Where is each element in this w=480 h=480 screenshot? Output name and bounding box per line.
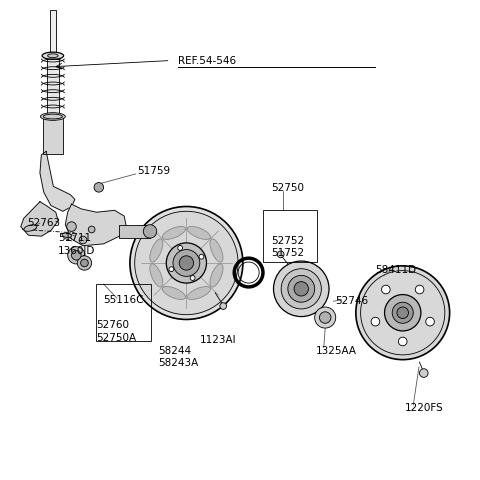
Circle shape: [135, 211, 238, 315]
Circle shape: [371, 317, 380, 326]
Circle shape: [166, 243, 206, 283]
Circle shape: [77, 256, 92, 270]
Text: 52752: 52752: [271, 236, 304, 246]
Circle shape: [67, 222, 76, 231]
Ellipse shape: [62, 233, 72, 238]
Text: 51711: 51711: [58, 233, 91, 242]
Bar: [96, 284, 152, 340]
Ellipse shape: [42, 52, 64, 60]
Ellipse shape: [48, 54, 58, 58]
Text: 52750: 52750: [271, 183, 304, 193]
Circle shape: [415, 285, 424, 294]
Text: 51759: 51759: [137, 166, 170, 176]
Polygon shape: [21, 202, 58, 236]
Ellipse shape: [150, 239, 163, 262]
Circle shape: [274, 261, 329, 317]
Text: 1325AA: 1325AA: [316, 346, 357, 356]
Text: 58244: 58244: [158, 346, 192, 356]
Text: 58411D: 58411D: [375, 264, 416, 275]
Circle shape: [315, 307, 336, 328]
Circle shape: [384, 295, 421, 331]
Circle shape: [356, 266, 450, 360]
Circle shape: [420, 369, 428, 377]
Bar: [50, 10, 56, 58]
Circle shape: [382, 285, 390, 294]
Ellipse shape: [162, 227, 186, 240]
Circle shape: [220, 303, 227, 310]
Polygon shape: [40, 152, 75, 211]
Bar: [120, 225, 151, 238]
Bar: [263, 210, 317, 262]
Circle shape: [130, 206, 243, 320]
Ellipse shape: [187, 227, 211, 240]
Circle shape: [173, 250, 200, 276]
Circle shape: [178, 246, 182, 251]
Text: 58243A: 58243A: [158, 359, 199, 369]
Text: 52750A: 52750A: [96, 333, 136, 343]
Circle shape: [72, 251, 81, 260]
Bar: [43, 117, 63, 154]
Text: 52763: 52763: [27, 218, 60, 228]
Circle shape: [277, 251, 284, 258]
Text: REF.54-546: REF.54-546: [178, 56, 236, 66]
Circle shape: [179, 256, 193, 270]
Text: 51752: 51752: [271, 249, 304, 258]
Circle shape: [169, 267, 174, 272]
Ellipse shape: [187, 287, 211, 300]
Circle shape: [190, 276, 195, 280]
Circle shape: [68, 247, 85, 264]
Ellipse shape: [24, 225, 37, 231]
Bar: [47, 58, 59, 118]
Ellipse shape: [210, 239, 223, 262]
Circle shape: [88, 226, 95, 233]
Circle shape: [398, 337, 407, 346]
Circle shape: [288, 276, 315, 302]
Ellipse shape: [150, 264, 163, 287]
Circle shape: [397, 307, 408, 319]
Circle shape: [281, 269, 322, 309]
Polygon shape: [65, 204, 126, 246]
Circle shape: [94, 182, 104, 192]
Text: 1123AI: 1123AI: [199, 335, 236, 345]
Circle shape: [294, 282, 309, 296]
Circle shape: [79, 236, 87, 244]
Text: 1360JD: 1360JD: [58, 246, 96, 255]
Circle shape: [320, 312, 331, 323]
Circle shape: [81, 259, 88, 267]
Text: 1220FS: 1220FS: [405, 404, 444, 413]
Ellipse shape: [210, 264, 223, 287]
Circle shape: [199, 254, 204, 259]
Circle shape: [392, 302, 413, 323]
Ellipse shape: [40, 113, 65, 120]
Text: 52760: 52760: [96, 320, 130, 330]
Text: 52746: 52746: [335, 296, 368, 306]
Circle shape: [144, 225, 157, 238]
Text: 55116C: 55116C: [104, 295, 144, 305]
Ellipse shape: [162, 287, 186, 300]
Circle shape: [426, 317, 434, 326]
